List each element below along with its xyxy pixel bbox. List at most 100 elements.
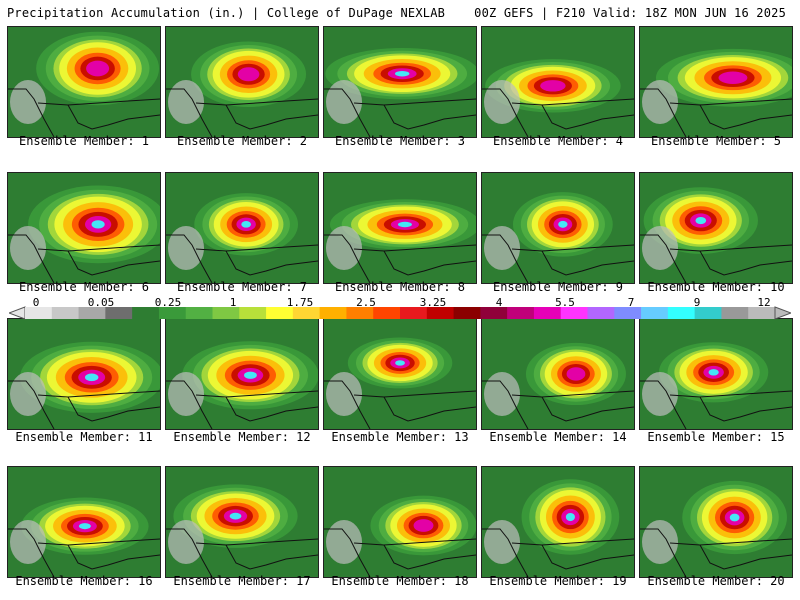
- colorbar-swatch: [587, 307, 615, 319]
- member-caption: Ensemble Member: 15: [647, 430, 785, 444]
- colorbar-swatch: [105, 307, 133, 319]
- colorbar-tick-label: 1.75: [286, 296, 314, 309]
- colorbar-swatch: [373, 307, 401, 319]
- ensemble-member-map: [639, 466, 793, 578]
- ensemble-member-map: [323, 466, 477, 578]
- member-caption: Ensemble Member: 12: [173, 430, 311, 444]
- state-border: [8, 528, 160, 577]
- state-border: [166, 88, 318, 137]
- precip-field: [482, 173, 634, 283]
- colorbar-swatch: [453, 307, 481, 319]
- state-border: [8, 234, 160, 283]
- state-border: [482, 88, 634, 137]
- ensemble-member-map: [165, 318, 319, 430]
- ensemble-member-map: [481, 318, 635, 430]
- ensemble-member-map: [323, 172, 477, 284]
- dry-area: [642, 520, 678, 564]
- state-border: [324, 380, 476, 429]
- precip-field: [324, 467, 476, 577]
- dry-area: [642, 372, 678, 416]
- precip-field: [482, 319, 634, 429]
- colorbar-min-arrow: [9, 306, 26, 320]
- member-caption: Ensemble Member: 17: [173, 574, 311, 588]
- dry-area: [326, 372, 362, 416]
- precip-field: [640, 467, 792, 577]
- ensemble-member-map: [639, 172, 793, 284]
- precip-contour: [394, 70, 410, 77]
- precip-contour: [540, 80, 566, 92]
- colorbar-swatch: [132, 307, 160, 319]
- precip-contour: [708, 369, 719, 376]
- precip-contour: [718, 71, 748, 84]
- member-caption: Ensemble Member: 11: [15, 430, 153, 444]
- state-border: [482, 234, 634, 283]
- dry-area: [642, 226, 678, 270]
- precip-contour: [237, 67, 260, 82]
- state-border: [166, 528, 318, 577]
- run-valid-time: 00Z GEFS | F210 Valid: 18Z MON JUN 16 20…: [474, 6, 786, 20]
- ensemble-member-map: [323, 26, 477, 138]
- colorbar-tick-label: 5.5: [555, 296, 575, 309]
- state-border: [324, 234, 476, 283]
- ensemble-member-map: [7, 466, 161, 578]
- colorbar-swatch: [721, 307, 749, 319]
- ensemble-member-map: [7, 172, 161, 284]
- colorbar-tick-label: 0: [32, 296, 40, 309]
- precip-field: [8, 467, 160, 577]
- precip-field: [324, 173, 476, 283]
- dry-area: [484, 226, 520, 270]
- colorbar-swatch: [266, 307, 294, 319]
- ensemble-member-map: [7, 26, 161, 138]
- precip-field: [166, 173, 318, 283]
- precip-contour: [566, 367, 586, 381]
- colorbar-tick-label: 9: [693, 296, 701, 309]
- member-caption: Ensemble Member: 9: [492, 280, 624, 294]
- state-border: [640, 380, 792, 429]
- colorbar-tick-label: 4: [495, 296, 503, 309]
- precip-field: [324, 319, 476, 429]
- precip-contour: [729, 513, 740, 522]
- member-caption: Ensemble Member: 4: [492, 134, 624, 148]
- ensemble-member-map: [165, 26, 319, 138]
- state-border: [8, 380, 160, 429]
- precip-contour: [91, 220, 105, 229]
- member-caption: Ensemble Member: 16: [15, 574, 153, 588]
- colorbar-swatch: [292, 307, 321, 319]
- member-caption: Ensemble Member: 6: [18, 280, 150, 294]
- member-caption: Ensemble Member: 10: [647, 280, 785, 294]
- member-caption: Ensemble Member: 5: [650, 134, 782, 148]
- colorbar-swatch: [185, 307, 213, 319]
- colorbar-swatch: [319, 307, 347, 319]
- state-border: [482, 528, 634, 577]
- colorbar-swatch: [25, 307, 53, 319]
- precip-field: [482, 27, 634, 137]
- dry-area: [484, 520, 520, 564]
- dry-area: [484, 372, 520, 416]
- precip-contour: [565, 512, 575, 522]
- colorbar-swatch: [748, 307, 776, 319]
- dry-area: [10, 226, 46, 270]
- member-caption: Ensemble Member: 2: [176, 134, 308, 148]
- dry-area: [326, 226, 362, 270]
- dry-area: [484, 80, 520, 124]
- ensemble-member-map: [639, 26, 793, 138]
- ensemble-member-map: [481, 172, 635, 284]
- colorbar-swatch: [51, 307, 80, 319]
- precip-contour: [86, 60, 110, 77]
- colorbar-max-arrow: [774, 306, 791, 320]
- colorbar-swatch: [158, 307, 187, 319]
- precip-contour: [84, 373, 99, 382]
- ensemble-member-map: [165, 466, 319, 578]
- member-caption: Ensemble Member: 1: [18, 134, 150, 148]
- colorbar-swatch: [614, 307, 642, 319]
- precip-field: [8, 27, 160, 137]
- colorbar-swatch: [480, 307, 508, 319]
- colorbar-tick-label: 1: [229, 296, 237, 309]
- state-border: [640, 88, 792, 137]
- precip-field: [640, 173, 792, 283]
- colorbar-tick-label: 3.25: [419, 296, 447, 309]
- dry-area: [10, 520, 46, 564]
- ensemble-member-map: [481, 26, 635, 138]
- dry-area: [642, 80, 678, 124]
- state-border: [640, 528, 792, 577]
